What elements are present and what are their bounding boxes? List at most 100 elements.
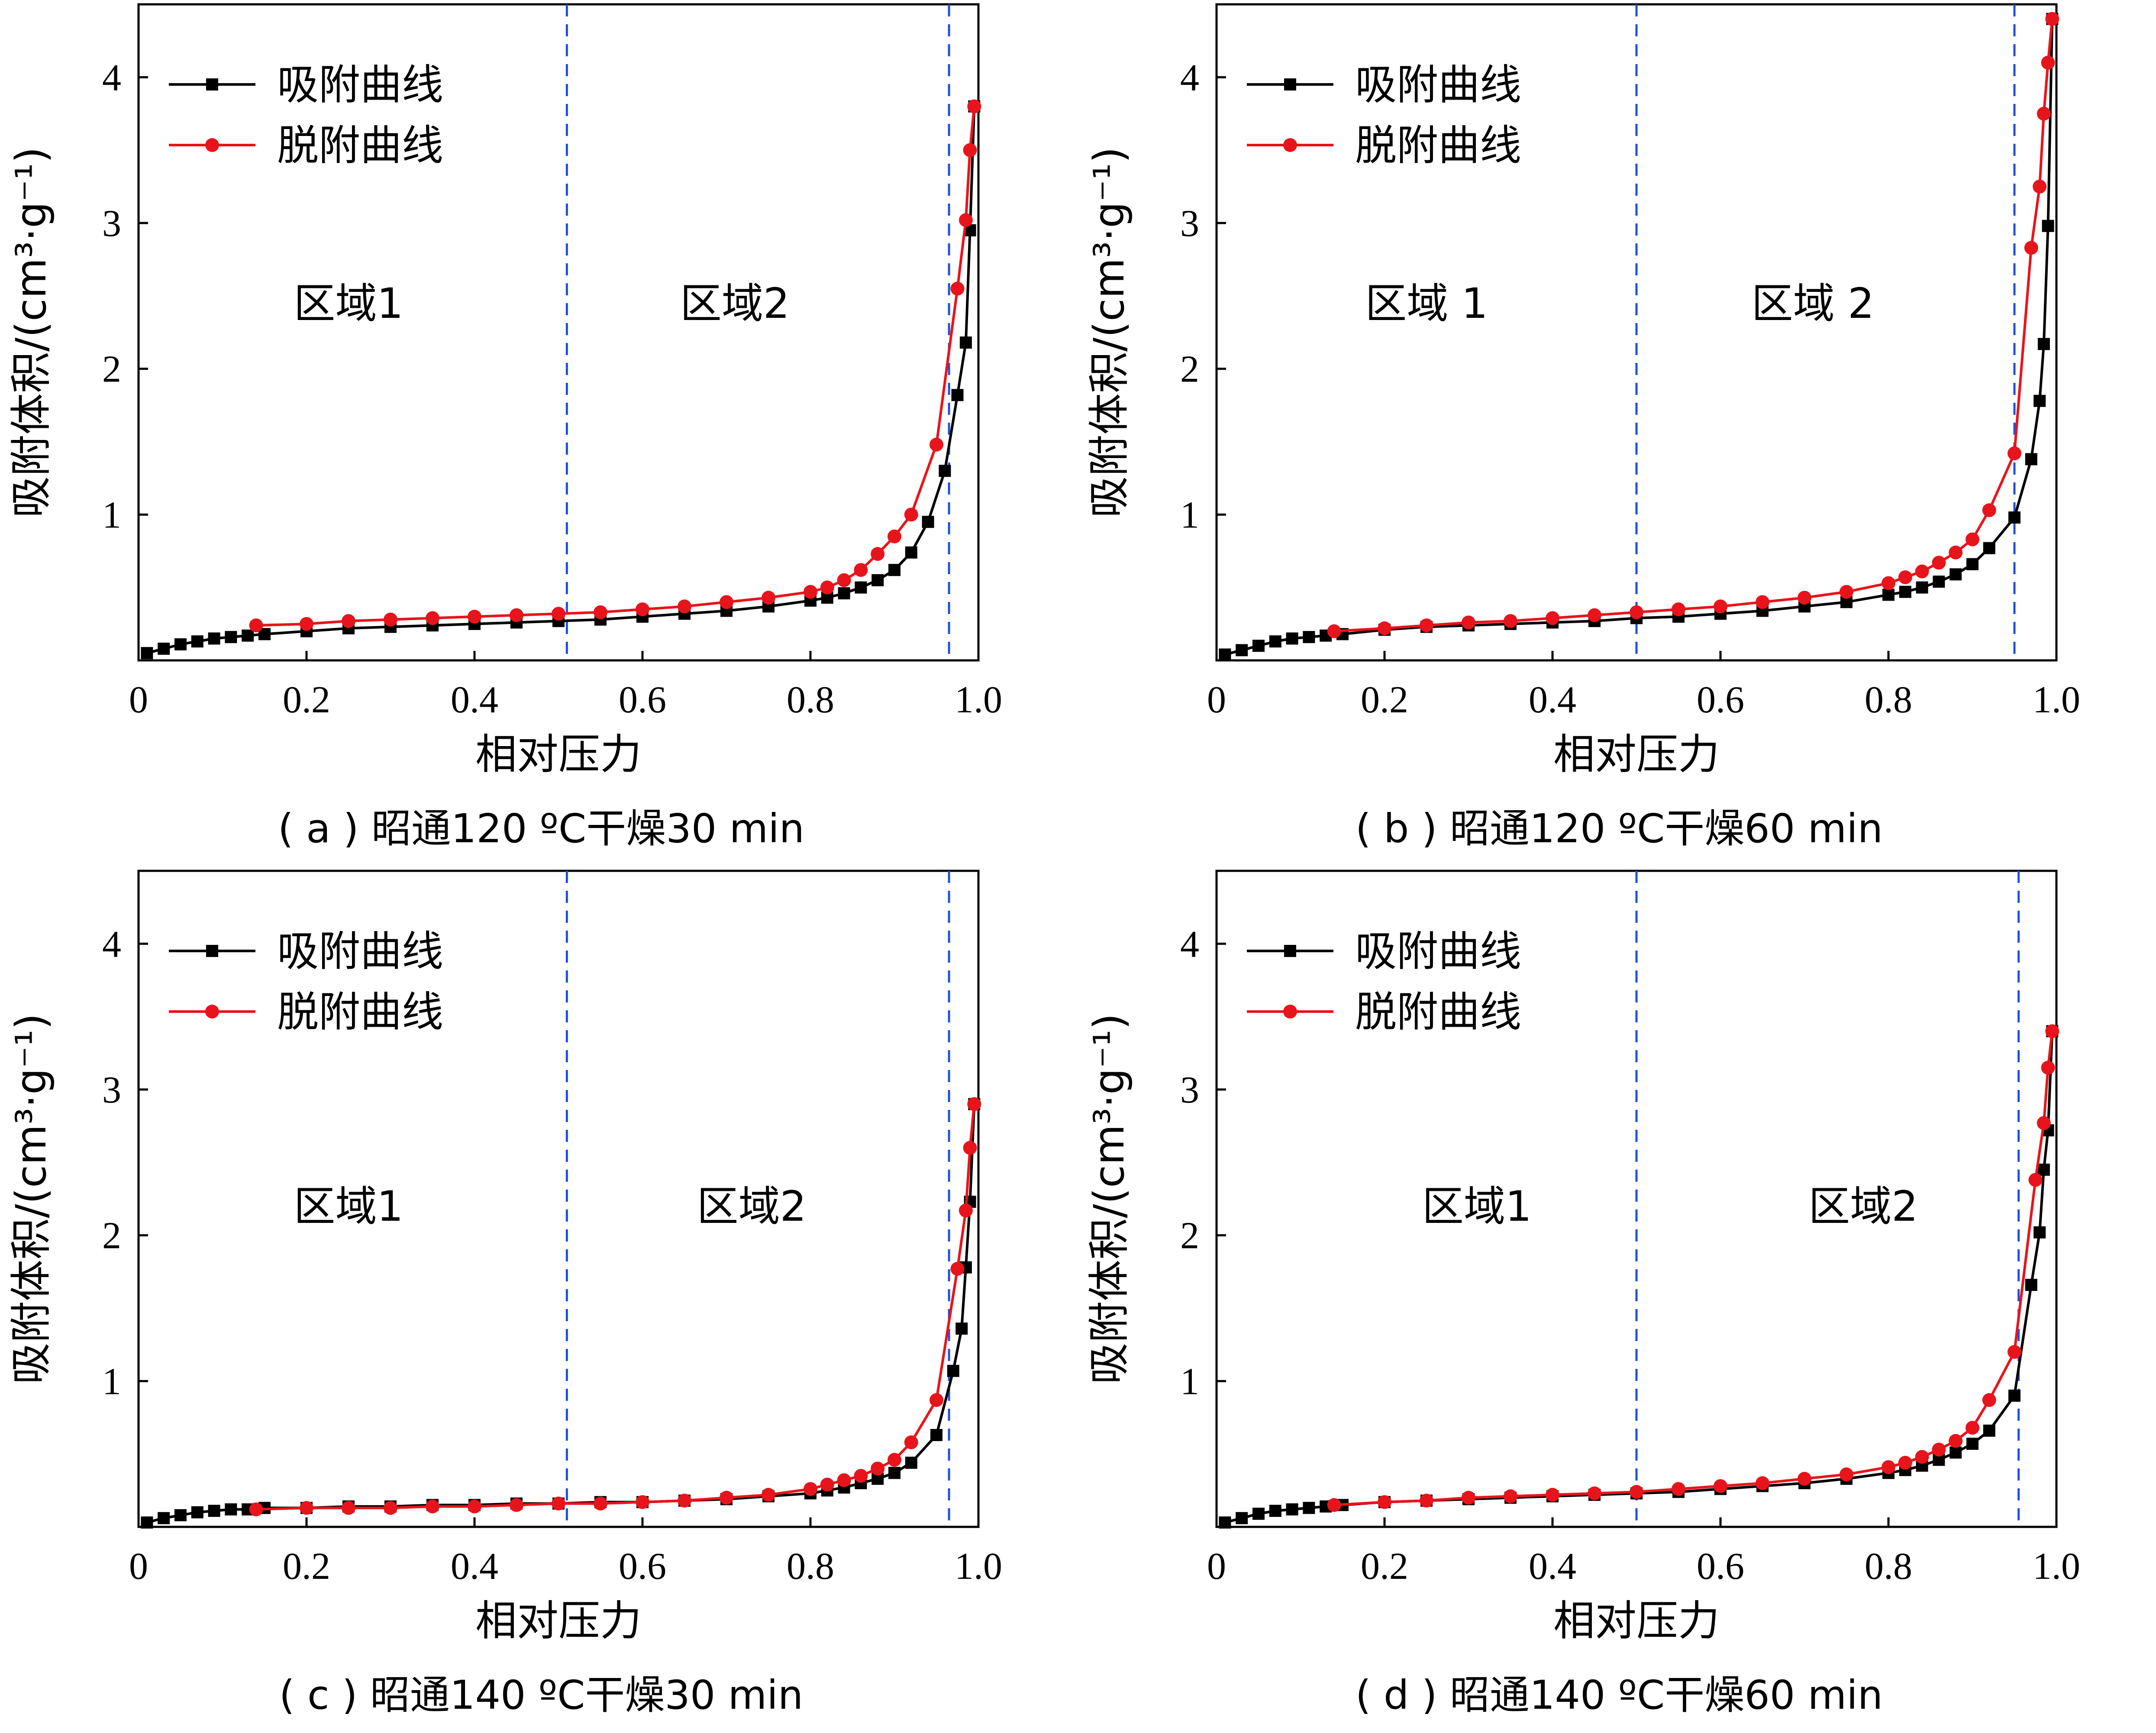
adsorption-line bbox=[1224, 1031, 2054, 1524]
y-tick-label: 3 bbox=[1180, 203, 1199, 245]
desorption-point bbox=[1378, 621, 1391, 635]
desorption-point bbox=[300, 617, 313, 631]
y-tick-label: 1 bbox=[1180, 494, 1199, 536]
adsorption-point bbox=[947, 1364, 959, 1377]
desorption-point bbox=[804, 1482, 817, 1496]
y-tick-label: 4 bbox=[1180, 923, 1199, 965]
x-tick-label: 0.2 bbox=[1361, 1545, 1408, 1588]
adsorption-point bbox=[939, 465, 951, 477]
x-tick-label: 0.8 bbox=[787, 679, 834, 721]
legend-marker bbox=[205, 138, 219, 152]
desorption-point bbox=[959, 213, 973, 227]
adsorption-point bbox=[174, 638, 187, 650]
adsorption-point bbox=[2042, 220, 2054, 232]
adsorption-point bbox=[1219, 648, 1231, 661]
desorption-point bbox=[342, 614, 355, 628]
desorption-point bbox=[1966, 532, 1979, 546]
desorption-point bbox=[2008, 1345, 2021, 1359]
x-tick-label: 0.6 bbox=[619, 679, 666, 721]
desorption-point bbox=[762, 1487, 775, 1502]
x-tick-label: 1.0 bbox=[2033, 679, 2080, 721]
desorption-point bbox=[1546, 1487, 1559, 1502]
desorption-point bbox=[2041, 55, 2055, 70]
desorption-point bbox=[1982, 503, 1996, 517]
chart-panel-c: 相对压力 吸附体积/(cm³·g⁻¹) ( c ) 昭通140 ºC干燥30 m… bbox=[0, 866, 1078, 1733]
desorption-point bbox=[1756, 1476, 1769, 1490]
adsorption-point bbox=[2008, 1390, 2020, 1402]
y-tick-label: 1 bbox=[102, 1361, 121, 1403]
adsorption-point bbox=[2025, 453, 2037, 466]
desorption-point bbox=[804, 585, 817, 599]
adsorption-point bbox=[1899, 585, 1911, 598]
desorption-point bbox=[854, 1469, 868, 1483]
desorption-point bbox=[820, 580, 834, 595]
x-axis-title: 相对压力 bbox=[1553, 730, 1720, 779]
x-tick-label: 1.0 bbox=[2033, 1545, 2080, 1588]
region-label: 区域2 bbox=[680, 279, 790, 328]
desorption-point bbox=[1982, 1393, 1996, 1407]
desorption-point bbox=[249, 1502, 263, 1516]
legend-marker bbox=[1284, 78, 1296, 91]
desorption-point bbox=[594, 1497, 607, 1511]
adsorption-point bbox=[2033, 394, 2046, 407]
desorption-point bbox=[1588, 608, 1601, 622]
adsorption-point bbox=[1966, 558, 1978, 570]
adsorption-point bbox=[2033, 1226, 2046, 1238]
adsorption-point bbox=[1949, 568, 1962, 581]
adsorption-point bbox=[905, 1456, 917, 1469]
x-tick-label: 0.6 bbox=[619, 1545, 666, 1588]
desorption-point bbox=[1714, 599, 1727, 614]
adsorption-point bbox=[1269, 635, 1281, 648]
chart-panel-d: 相对压力 吸附体积/(cm³·g⁻¹) ( d ) 昭通140 ºC干燥60 m… bbox=[1078, 866, 2156, 1733]
desorption-point bbox=[820, 1478, 834, 1492]
desorption-point bbox=[1588, 1486, 1601, 1500]
desorption-point bbox=[1546, 611, 1559, 625]
legend-label: 脱附曲线 bbox=[277, 988, 443, 1036]
adsorption-point bbox=[208, 632, 220, 645]
y-tick-label: 4 bbox=[1180, 57, 1199, 99]
legend-label: 脱附曲线 bbox=[1355, 121, 1521, 170]
adsorption-line bbox=[146, 106, 976, 655]
desorption-point bbox=[2033, 179, 2047, 194]
desorption-point bbox=[426, 1499, 439, 1513]
x-tick-label: 0.4 bbox=[1529, 679, 1576, 721]
desorption-point bbox=[384, 612, 397, 627]
desorption-point bbox=[888, 529, 901, 543]
desorption-point bbox=[1420, 1494, 1433, 1508]
desorption-point bbox=[1798, 591, 1811, 605]
x-tick-label: 0 bbox=[1207, 679, 1226, 721]
legend-label: 吸附曲线 bbox=[277, 927, 443, 976]
desorption-point bbox=[426, 611, 439, 625]
adsorption-point bbox=[1219, 1516, 1231, 1529]
adsorption-point bbox=[158, 643, 170, 655]
y-tick-label: 3 bbox=[102, 1069, 121, 1111]
adsorption-point bbox=[225, 1503, 237, 1516]
y-tick-label: 2 bbox=[1180, 1215, 1199, 1257]
panel-caption: ( b ) 昭通120 ºC干燥60 min bbox=[1356, 805, 1883, 852]
panel-caption: ( d ) 昭通140 ºC干燥60 min bbox=[1356, 1672, 1883, 1718]
desorption-point bbox=[854, 563, 868, 577]
region-label: 区域2 bbox=[1808, 1182, 1918, 1231]
y-axis-title: 吸附体积/(cm³·g⁻¹) bbox=[1085, 1013, 1133, 1384]
desorption-point bbox=[552, 607, 565, 621]
chart-svg-b: 相对压力 吸附体积/(cm³·g⁻¹) ( b ) 昭通120 ºC干燥60 m… bbox=[1085, 3, 2080, 852]
adsorption-point bbox=[1286, 632, 1298, 645]
x-tick-label: 0.6 bbox=[1697, 679, 1744, 721]
desorption-point bbox=[871, 547, 885, 561]
desorption-point bbox=[1898, 570, 1912, 585]
x-tick-label: 0.4 bbox=[451, 1545, 498, 1588]
legend-marker bbox=[1284, 945, 1296, 957]
desorption-point bbox=[468, 1499, 481, 1513]
y-tick-label: 1 bbox=[102, 494, 121, 536]
desorption-point bbox=[1462, 615, 1475, 630]
y-tick-label: 2 bbox=[102, 349, 121, 391]
desorption-point bbox=[1420, 618, 1433, 633]
desorption-point bbox=[1932, 556, 1946, 570]
adsorption-point bbox=[888, 564, 900, 576]
x-tick-label: 0.8 bbox=[1865, 679, 1912, 721]
adsorption-point bbox=[1949, 1446, 1962, 1459]
chart-panel-b: 相对压力 吸附体积/(cm³·g⁻¹) ( b ) 昭通120 ºC干燥60 m… bbox=[1078, 0, 2156, 866]
x-tick-label: 1.0 bbox=[955, 1545, 1002, 1588]
desorption-point bbox=[678, 1494, 691, 1508]
desorption-point bbox=[2045, 1024, 2059, 1038]
